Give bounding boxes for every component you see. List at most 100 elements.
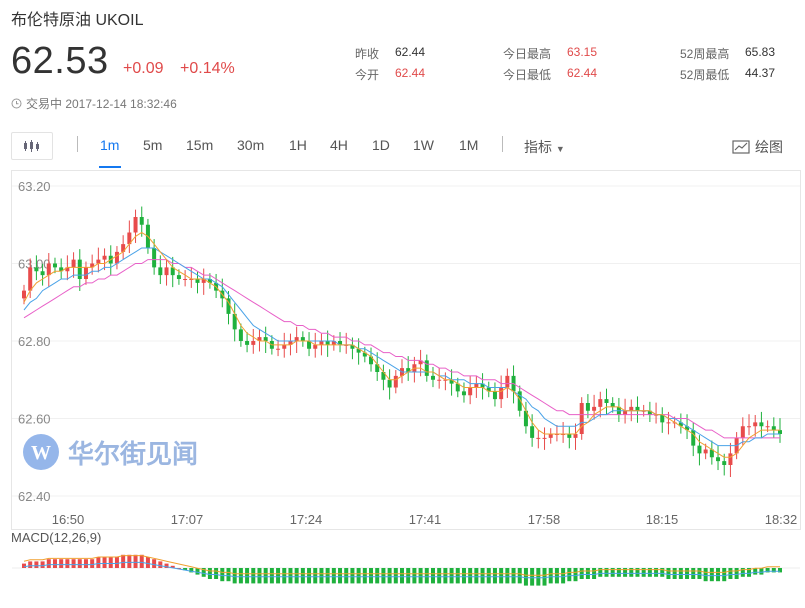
macd-bar [307,568,312,584]
candle-body [430,375,435,380]
macd-bar [133,554,138,568]
candle-body [610,403,615,407]
candle-body [393,375,398,388]
candle-body [740,426,745,438]
macd-bar [313,568,318,584]
stat-value: 44.37 [745,66,776,80]
indicator-dropdown[interactable]: 指标 ▼ [524,137,565,157]
macd-bar [592,568,597,579]
macd-bar [282,568,287,584]
tab-5m[interactable]: 5m [143,137,163,153]
stat-label: 今日最低 [503,68,552,82]
macd-bar [139,554,144,568]
macd-bar [232,568,237,584]
macd-bar [505,568,510,584]
candle-body [629,406,634,411]
macd-bar [753,568,758,575]
macd-bar [437,568,442,584]
macd-bar [443,568,448,584]
candle-body [728,453,733,465]
macd-bar [610,568,615,577]
macd-bar [771,568,776,573]
candle-body [461,391,466,396]
macd-bar [375,568,380,584]
macd-bar [46,559,51,568]
toolbar-divider [502,136,503,152]
tab-1d[interactable]: 1D [372,137,390,153]
candle-body [635,406,640,411]
macd-bar [703,568,708,582]
stat-value: 62.44 [395,66,426,80]
macd-bar [214,568,219,579]
macd-bar [387,568,392,584]
macd-bar [350,568,355,584]
macd-bar [430,568,435,584]
macd-bar [207,568,212,579]
candle-body [747,426,752,428]
candle-body [517,391,522,411]
candle-body [542,437,547,439]
macd-bar [170,565,175,568]
candle-body [83,267,88,279]
macd-bar [523,568,528,586]
stat-value: 65.83 [745,45,776,59]
candle-body [34,267,39,272]
candle-body [319,341,324,345]
tab-1m[interactable]: 1M [459,137,479,153]
chart-type-button[interactable] [11,132,53,160]
y-tick-label: 63.00 [18,257,51,272]
candle-body [288,341,293,345]
macd-label: MACD(12,26,9) [11,530,102,545]
candle-body [28,267,33,291]
draw-button[interactable]: 绘图 [732,137,783,157]
price-chart-area[interactable] [11,170,801,530]
x-tick-label: 17:41 [409,512,442,527]
chart-toolbar: 1m 5m 15m 30m 1H 4H 1D 1W 1M 指标 ▼ 绘图 [0,130,805,168]
tab-1w[interactable]: 1W [413,137,434,153]
macd-bar [548,568,553,584]
x-tick-label: 17:24 [290,512,323,527]
tab-1h[interactable]: 1H [289,137,307,153]
candle-body [139,217,144,225]
macd-bar [660,568,665,577]
macd-bar [34,561,39,568]
macd-bar [424,568,429,584]
macd-bar [567,568,572,582]
candle-body [276,348,281,350]
y-tick-label: 62.40 [18,489,51,504]
macd-bar [238,568,243,584]
macd-bar [331,568,336,584]
candle-body [499,387,504,400]
macd-bar [245,568,250,584]
tab-4h[interactable]: 4H [330,137,348,153]
candle-body [585,403,590,411]
tab-30m[interactable]: 30m [237,137,265,153]
svg-text:W: W [31,442,51,464]
macd-bar [635,568,640,577]
tab-15m[interactable]: 15m [186,137,214,153]
candlestick-icon [24,140,39,152]
candle-body [381,372,386,380]
ma-mid-line [23,247,780,447]
macd-bar [579,568,584,579]
tab-1m[interactable]: 1m [100,137,120,153]
macd-bar [338,568,343,584]
candle-body [678,422,683,427]
macd-bar [40,561,45,568]
candle-body [307,341,312,349]
candle-body [604,399,609,403]
macd-bar [747,568,752,577]
macd-dea-line [23,561,780,579]
macd-bar [697,568,702,579]
macd-bar [461,568,466,584]
candle-body [102,255,107,260]
macd-bar [319,568,324,584]
macd-bar [356,568,361,584]
candle-body [114,251,119,264]
macd-bar [418,568,423,584]
macd-bar [672,568,677,579]
macd-bar [542,568,547,586]
candle-body [369,356,374,365]
candle-body [771,426,776,431]
